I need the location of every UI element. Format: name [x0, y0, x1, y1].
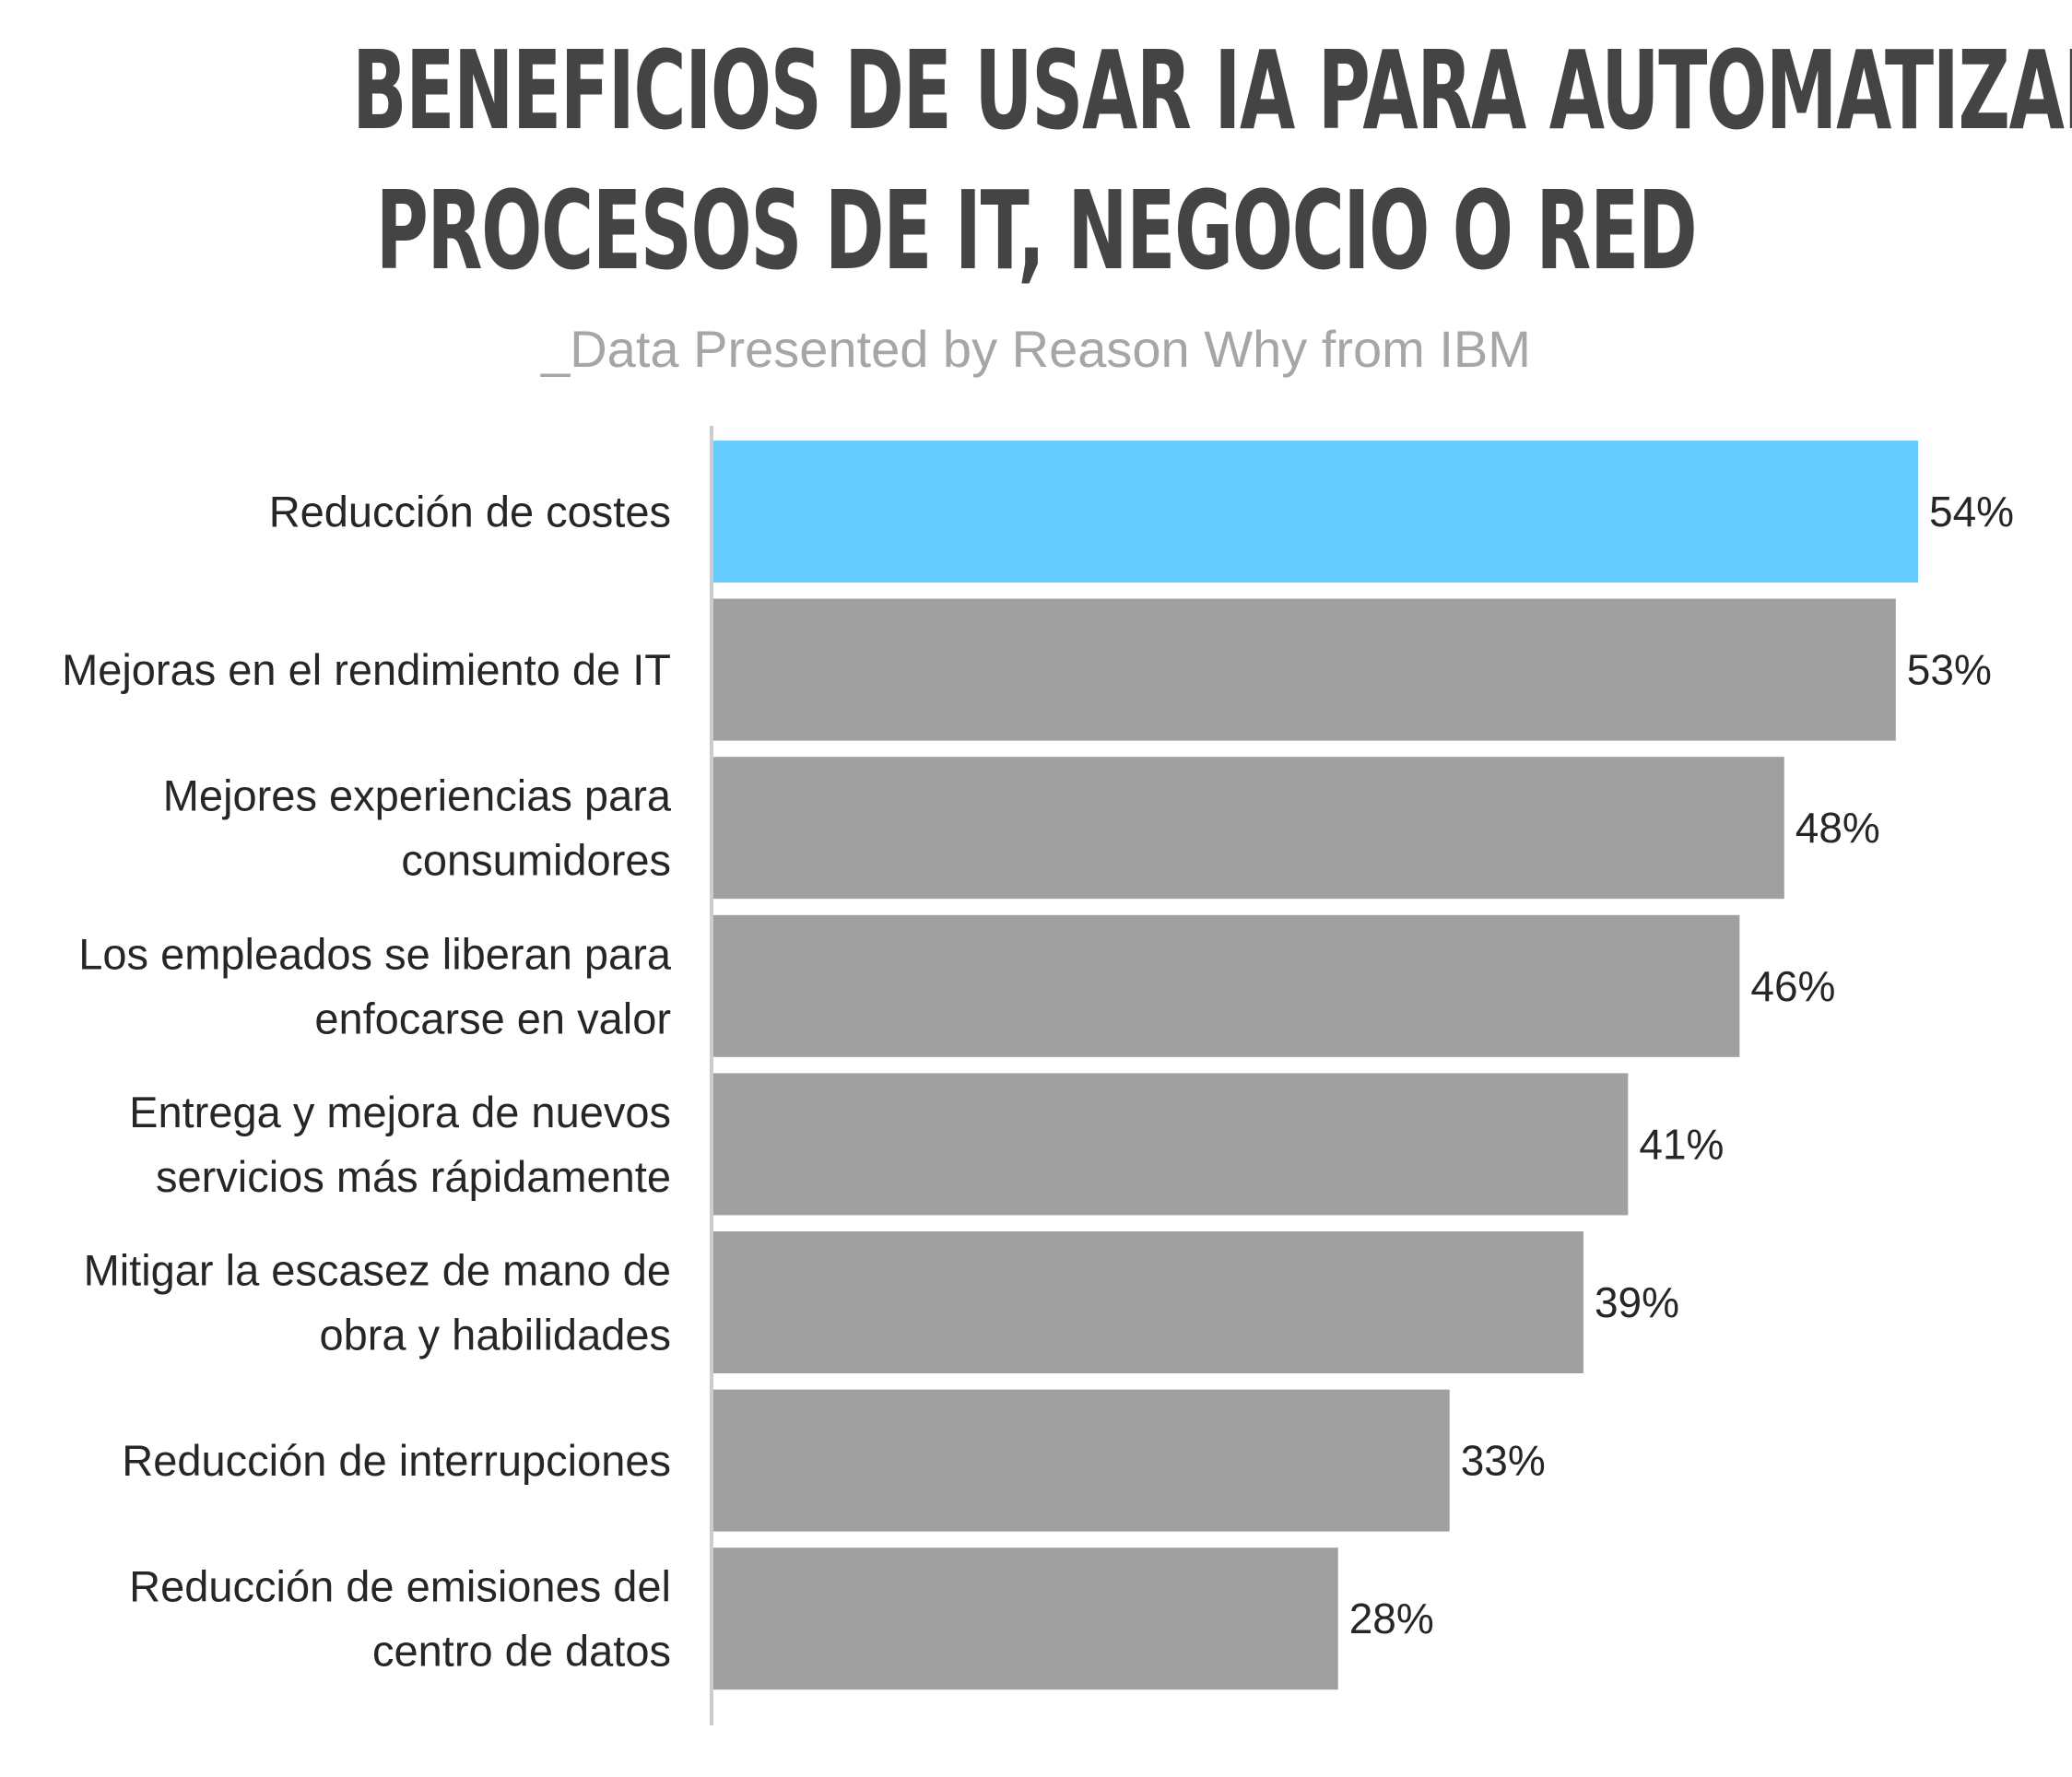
value-label-3: 48% [1795, 804, 1880, 852]
category-label-4-line-2: enfocarse en valor [314, 994, 671, 1042]
category-label-1: Reducción de costes [269, 488, 671, 536]
category-label-3: Mejores experiencias para consumidores [163, 771, 672, 885]
category-label-7: Reducción de interrupciones [122, 1436, 671, 1485]
value-label-5: 41% [1639, 1120, 1724, 1168]
category-label-6-line-1: Mitigar la escasez de mano de [84, 1246, 671, 1295]
chart-subtitle: _Data Presented by Reason Why from IBM [541, 320, 1531, 378]
category-label-8: Reducción de emisiones del centro de dato… [129, 1562, 671, 1676]
value-label-2: 53% [1907, 646, 1992, 694]
category-label-5-line-1: Entrega y mejora de nuevos [129, 1088, 671, 1136]
category-label-7-line-1: Reducción de interrupciones [122, 1436, 671, 1485]
bar-5 [713, 1073, 1629, 1216]
category-label-3-line-1: Mejores experiencias para [163, 771, 672, 820]
category-label-4-line-1: Los empleados se liberan para [78, 929, 672, 978]
bar-1 [713, 441, 1918, 583]
value-label-4: 46% [1750, 962, 1835, 1010]
bar-3 [713, 757, 1784, 900]
category-label-2-line-1: Mejoras en el rendimiento de IT [62, 645, 671, 694]
category-label-8-line-2: centro de datos [372, 1627, 671, 1676]
category-label-6: Mitigar la escasez de mano de obra y habi… [84, 1246, 671, 1359]
category-label-5-line-2: servicios más rápidamente [156, 1152, 671, 1201]
value-label-1: 54% [1929, 488, 2014, 535]
bar-8 [713, 1548, 1338, 1690]
bar-7 [713, 1389, 1450, 1532]
category-label-5: Entrega y mejora de nuevos servicios más … [129, 1088, 671, 1201]
value-label-8: 28% [1349, 1595, 1434, 1642]
category-label-2: Mejoras en el rendimiento de IT [62, 645, 671, 694]
value-label-7: 33% [1461, 1437, 1546, 1485]
category-label-6-line-2: obra y habilidades [320, 1311, 672, 1359]
bar-4 [713, 914, 1740, 1057]
category-label-4: Los empleados se liberan para enfocarse e… [78, 929, 672, 1042]
category-label-3-line-2: consumidores [401, 836, 671, 885]
bar-2 [713, 598, 1896, 741]
chart-title-line-2: PROCESOS DE IT, NEGOCIO O RED [375, 167, 1698, 294]
bar-6 [713, 1231, 1583, 1373]
category-label-8-line-1: Reducción de emisiones del [129, 1562, 671, 1611]
value-label-6: 39% [1595, 1278, 1679, 1326]
category-label-1-line-1: Reducción de costes [269, 488, 671, 536]
